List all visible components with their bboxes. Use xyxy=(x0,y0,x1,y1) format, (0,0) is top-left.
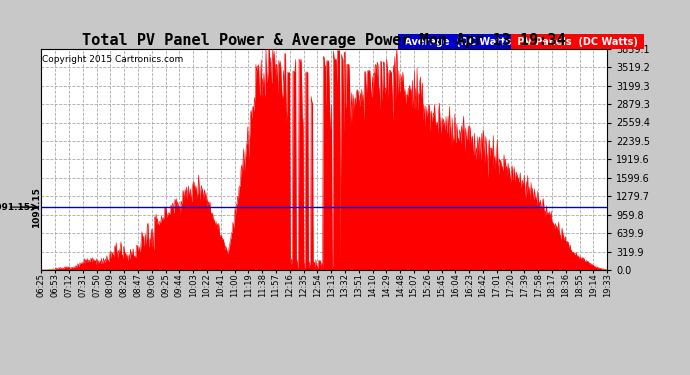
Text: Copyright 2015 Cartronics.com: Copyright 2015 Cartronics.com xyxy=(42,56,184,64)
Text: Average  (DC Watts): Average (DC Watts) xyxy=(401,36,519,46)
Text: PV Panels  (DC Watts): PV Panels (DC Watts) xyxy=(514,36,641,46)
Text: 1091.15: 1091.15 xyxy=(32,187,41,228)
Title: Total PV Panel Power & Average Power Mon Apr 13 19:34: Total PV Panel Power & Average Power Mon… xyxy=(83,33,566,48)
Text: 1091.15: 1091.15 xyxy=(0,202,30,211)
